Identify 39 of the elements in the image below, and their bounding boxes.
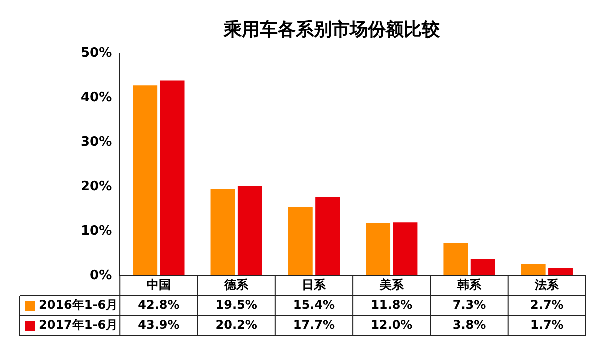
data-label: 12.0%: [371, 318, 413, 332]
x-tick-label: 法系: [534, 278, 560, 292]
data-label: 11.8%: [371, 298, 413, 312]
x-tick-label: 日系: [302, 278, 328, 292]
x-tick-label: 韩系: [456, 278, 483, 292]
x-tick-label: 中国: [146, 278, 171, 292]
legend-label: 2016年1-6月: [39, 298, 118, 312]
y-tick-label: 40%: [80, 90, 112, 106]
data-label: 2.7%: [530, 298, 564, 312]
x-tick-label: 德系: [224, 278, 250, 292]
bar: [210, 189, 236, 276]
y-tick-label: 20%: [80, 179, 112, 194]
x-tick-label: 美系: [378, 278, 405, 292]
data-label: 7.3%: [452, 298, 486, 312]
chart-title: 乘用车各系别市场份额比较: [223, 19, 441, 40]
bar: [393, 222, 418, 276]
data-label: 1.7%: [530, 318, 564, 332]
data-label: 42.8%: [138, 298, 180, 312]
legend-label: 2017年1-6月: [39, 318, 118, 332]
bar: [470, 259, 496, 276]
bar: [238, 186, 262, 276]
bar: [160, 80, 185, 276]
data-label: 17.7%: [293, 318, 336, 332]
bar: [133, 86, 158, 276]
y-tick-label: 10%: [80, 224, 112, 239]
y-tick-label: 0%: [90, 268, 112, 284]
bar: [366, 224, 391, 276]
y-tick-label: 50%: [80, 46, 112, 61]
bar: [288, 208, 313, 276]
data-label: 43.9%: [138, 318, 180, 332]
bar: [521, 264, 546, 276]
data-label: 15.4%: [293, 298, 336, 312]
bar: [444, 244, 468, 276]
bar: [548, 268, 573, 276]
data-label: 20.2%: [216, 318, 258, 332]
data-label: 19.5%: [216, 298, 258, 312]
y-tick-label: 30%: [80, 134, 112, 150]
bar: [316, 197, 340, 276]
data-label: 3.8%: [452, 318, 486, 332]
